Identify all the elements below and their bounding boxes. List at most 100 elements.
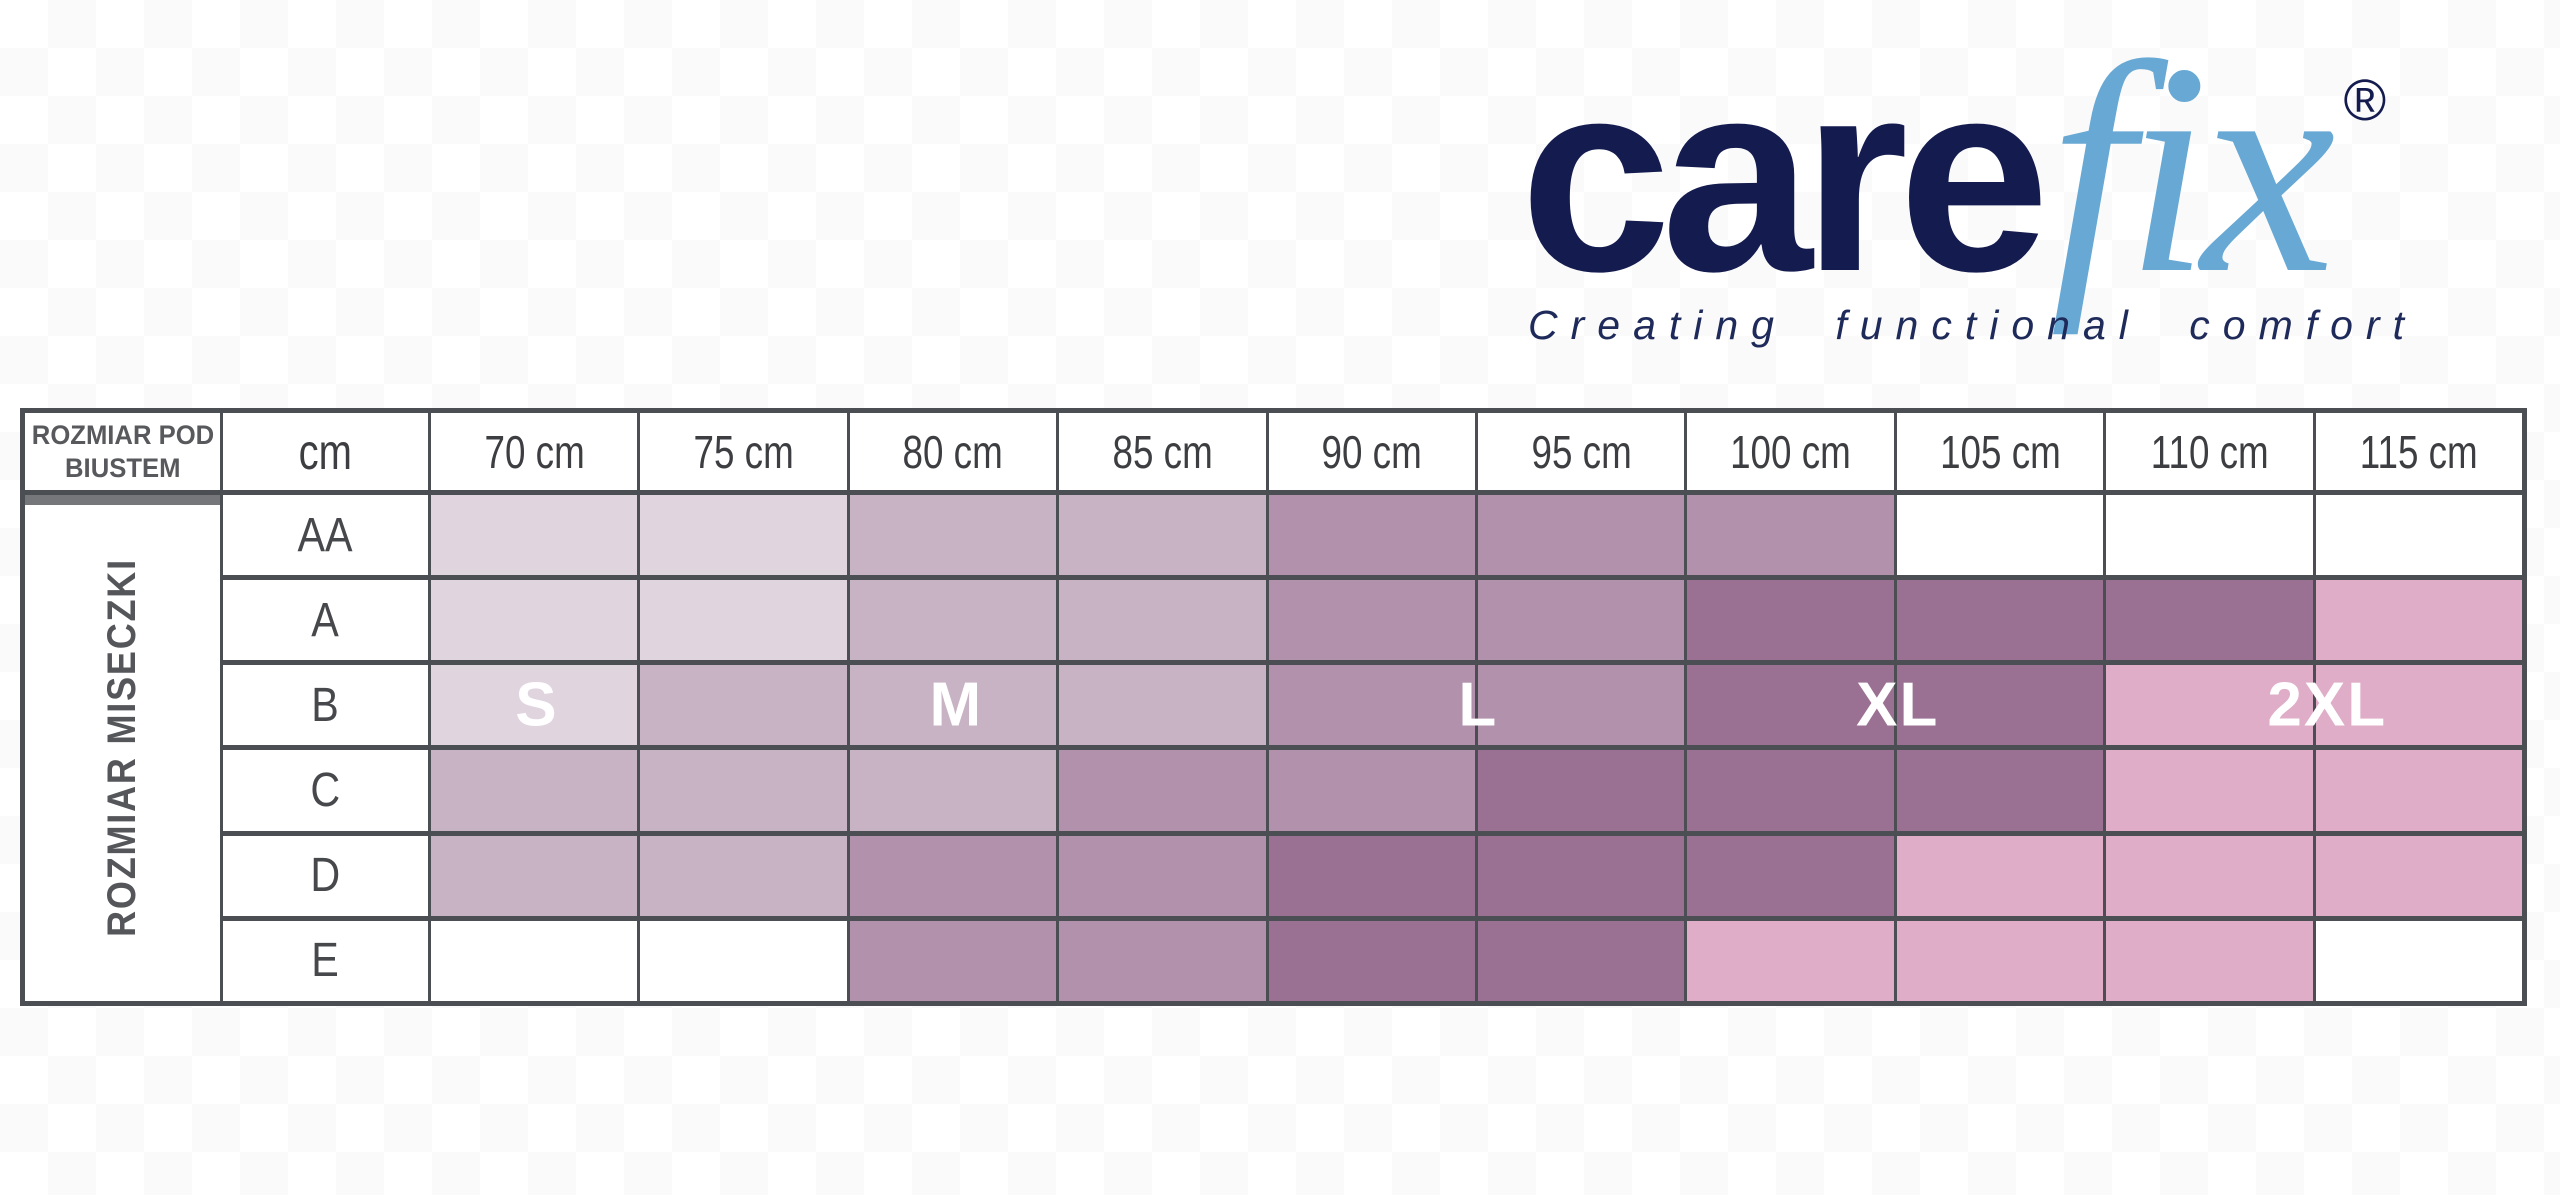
- size-cell-e-90cm: [1268, 920, 1475, 1001]
- col-header-75cm: 75 cm: [640, 413, 847, 490]
- corner-header-line2: BIUSTEM: [64, 452, 181, 483]
- cup-size-label: C: [310, 764, 341, 818]
- size-cell-d-75cm: [640, 835, 847, 916]
- cup-size-c: C: [223, 750, 428, 831]
- row-axis-cell: ROZMIAR MISECZKI: [25, 495, 220, 1001]
- size-cell-a-70cm: [431, 580, 638, 661]
- col-header-90cm: 90 cm: [1268, 413, 1475, 490]
- cup-size-d: D: [223, 835, 428, 916]
- size-cell-c-70cm: [431, 750, 638, 831]
- size-cell-e-95cm: [1477, 920, 1685, 1001]
- size-cell-c-110cm: [2106, 750, 2313, 831]
- col-header-label: 115 cm: [2359, 425, 2478, 478]
- size-cell-a-100cm: [1687, 580, 1894, 661]
- size-cell-a-105cm: [1896, 580, 2104, 661]
- size-label-s: S: [515, 670, 559, 740]
- size-cell-aa-85cm: [1059, 495, 1266, 576]
- registered-trademark-icon: ®: [2343, 68, 2387, 133]
- col-header-80cm: 80 cm: [849, 413, 1057, 490]
- size-cell-d-105cm: [1896, 835, 2104, 916]
- size-cell-d-90cm: [1268, 835, 1475, 916]
- size-cell-c-85cm: [1059, 750, 1266, 831]
- size-cell-d-95cm: [1477, 835, 1685, 916]
- size-cell-b-80cm: [849, 665, 1057, 746]
- col-header-100cm: 100 cm: [1687, 413, 1894, 490]
- size-cell-d-100cm: [1687, 835, 1894, 916]
- size-cell-aa-115cm: [2315, 495, 2522, 576]
- size-label-xl: XL: [1856, 670, 1940, 740]
- col-header-label: 85 cm: [1112, 425, 1213, 478]
- size-cell-e-100cm: [1687, 920, 1894, 1001]
- size-cell-c-115cm: [2315, 750, 2522, 831]
- col-header-label: 90 cm: [1321, 425, 1422, 478]
- size-cell-b-115cm: [2315, 665, 2522, 746]
- size-cell-e-75cm: [640, 920, 847, 1001]
- size-cell-aa-70cm: [431, 495, 638, 576]
- col-header-115cm: 115 cm: [2315, 413, 2522, 490]
- col-header-label: 95 cm: [1531, 425, 1632, 478]
- col-header-label: 110 cm: [2150, 425, 2269, 478]
- size-cell-a-80cm: [849, 580, 1057, 661]
- size-cell-b-90cm: [1268, 665, 1475, 746]
- size-cell-d-70cm: [431, 835, 638, 916]
- size-cell-aa-105cm: [1896, 495, 2104, 576]
- size-cell-e-105cm: [1896, 920, 2104, 1001]
- size-cell-a-95cm: [1477, 580, 1685, 661]
- unit-header-cell: cm: [223, 413, 428, 490]
- brand-fix-text: fix: [2049, 2, 2336, 336]
- size-cell-c-90cm: [1268, 750, 1475, 831]
- row-axis-label: ROZMIAR MISECZKI: [100, 558, 144, 938]
- unit-header-label: cm: [298, 423, 353, 480]
- cup-size-label: E: [311, 934, 340, 988]
- size-cell-d-80cm: [849, 835, 1057, 916]
- size-cell-a-85cm: [1059, 580, 1266, 661]
- size-cell-d-115cm: [2315, 835, 2522, 916]
- cup-size-label: A: [311, 593, 340, 647]
- size-cell-b-110cm: [2106, 665, 2313, 746]
- size-cell-b-105cm: [1896, 665, 2104, 746]
- brand-wordmark: care fix ®: [1520, 2, 2417, 336]
- size-cell-e-115cm: [2315, 920, 2522, 1001]
- size-cell-e-70cm: [431, 920, 638, 1001]
- size-cell-a-90cm: [1268, 580, 1475, 661]
- size-cell-a-115cm: [2315, 580, 2522, 661]
- col-header-label: 105 cm: [1939, 425, 2061, 478]
- cup-size-aa: AA: [223, 495, 428, 576]
- size-cell-c-80cm: [849, 750, 1057, 831]
- col-header-label: 75 cm: [693, 425, 794, 478]
- brand-tagline: Creating functional comfort: [1528, 302, 2417, 348]
- size-cell-aa-80cm: [849, 495, 1057, 576]
- size-cell-c-95cm: [1477, 750, 1685, 831]
- brand-care-text: care: [1520, 24, 2050, 328]
- size-cell-a-75cm: [640, 580, 847, 661]
- cup-size-label: AA: [297, 508, 354, 562]
- cup-size-a: A: [223, 580, 428, 661]
- size-cell-e-80cm: [849, 920, 1057, 1001]
- size-cell-aa-100cm: [1687, 495, 1894, 576]
- size-cell-aa-90cm: [1268, 495, 1475, 576]
- cup-size-e: E: [223, 920, 428, 1001]
- size-cell-e-110cm: [2106, 920, 2313, 1001]
- cup-size-label: D: [310, 849, 341, 903]
- size-cell-d-110cm: [2106, 835, 2313, 916]
- size-cell-b-95cm: [1477, 665, 1685, 746]
- col-header-label: 100 cm: [1730, 425, 1851, 478]
- size-cell-c-105cm: [1896, 750, 2104, 831]
- cup-size-label: B: [311, 678, 340, 732]
- size-cell-c-75cm: [640, 750, 847, 831]
- col-header-label: 80 cm: [902, 425, 1004, 478]
- size-cell-c-100cm: [1687, 750, 1894, 831]
- corner-underline-bar: [25, 495, 220, 505]
- size-chart-table: ROZMIAR POD BIUSTEM cm 70 cm 75 cm 80 cm…: [20, 408, 2527, 1006]
- size-cell-d-85cm: [1059, 835, 1266, 916]
- col-header-105cm: 105 cm: [1896, 413, 2104, 490]
- size-cell-b-85cm: [1059, 665, 1266, 746]
- size-label-2xl: 2XL: [2267, 670, 2388, 740]
- size-cell-a-110cm: [2106, 580, 2313, 661]
- corner-header-line1: ROZMIAR POD: [31, 420, 214, 451]
- size-cell-b-75cm: [640, 665, 847, 746]
- col-header-70cm: 70 cm: [431, 413, 638, 490]
- size-cell-aa-95cm: [1477, 495, 1685, 576]
- col-header-label: 70 cm: [484, 425, 585, 478]
